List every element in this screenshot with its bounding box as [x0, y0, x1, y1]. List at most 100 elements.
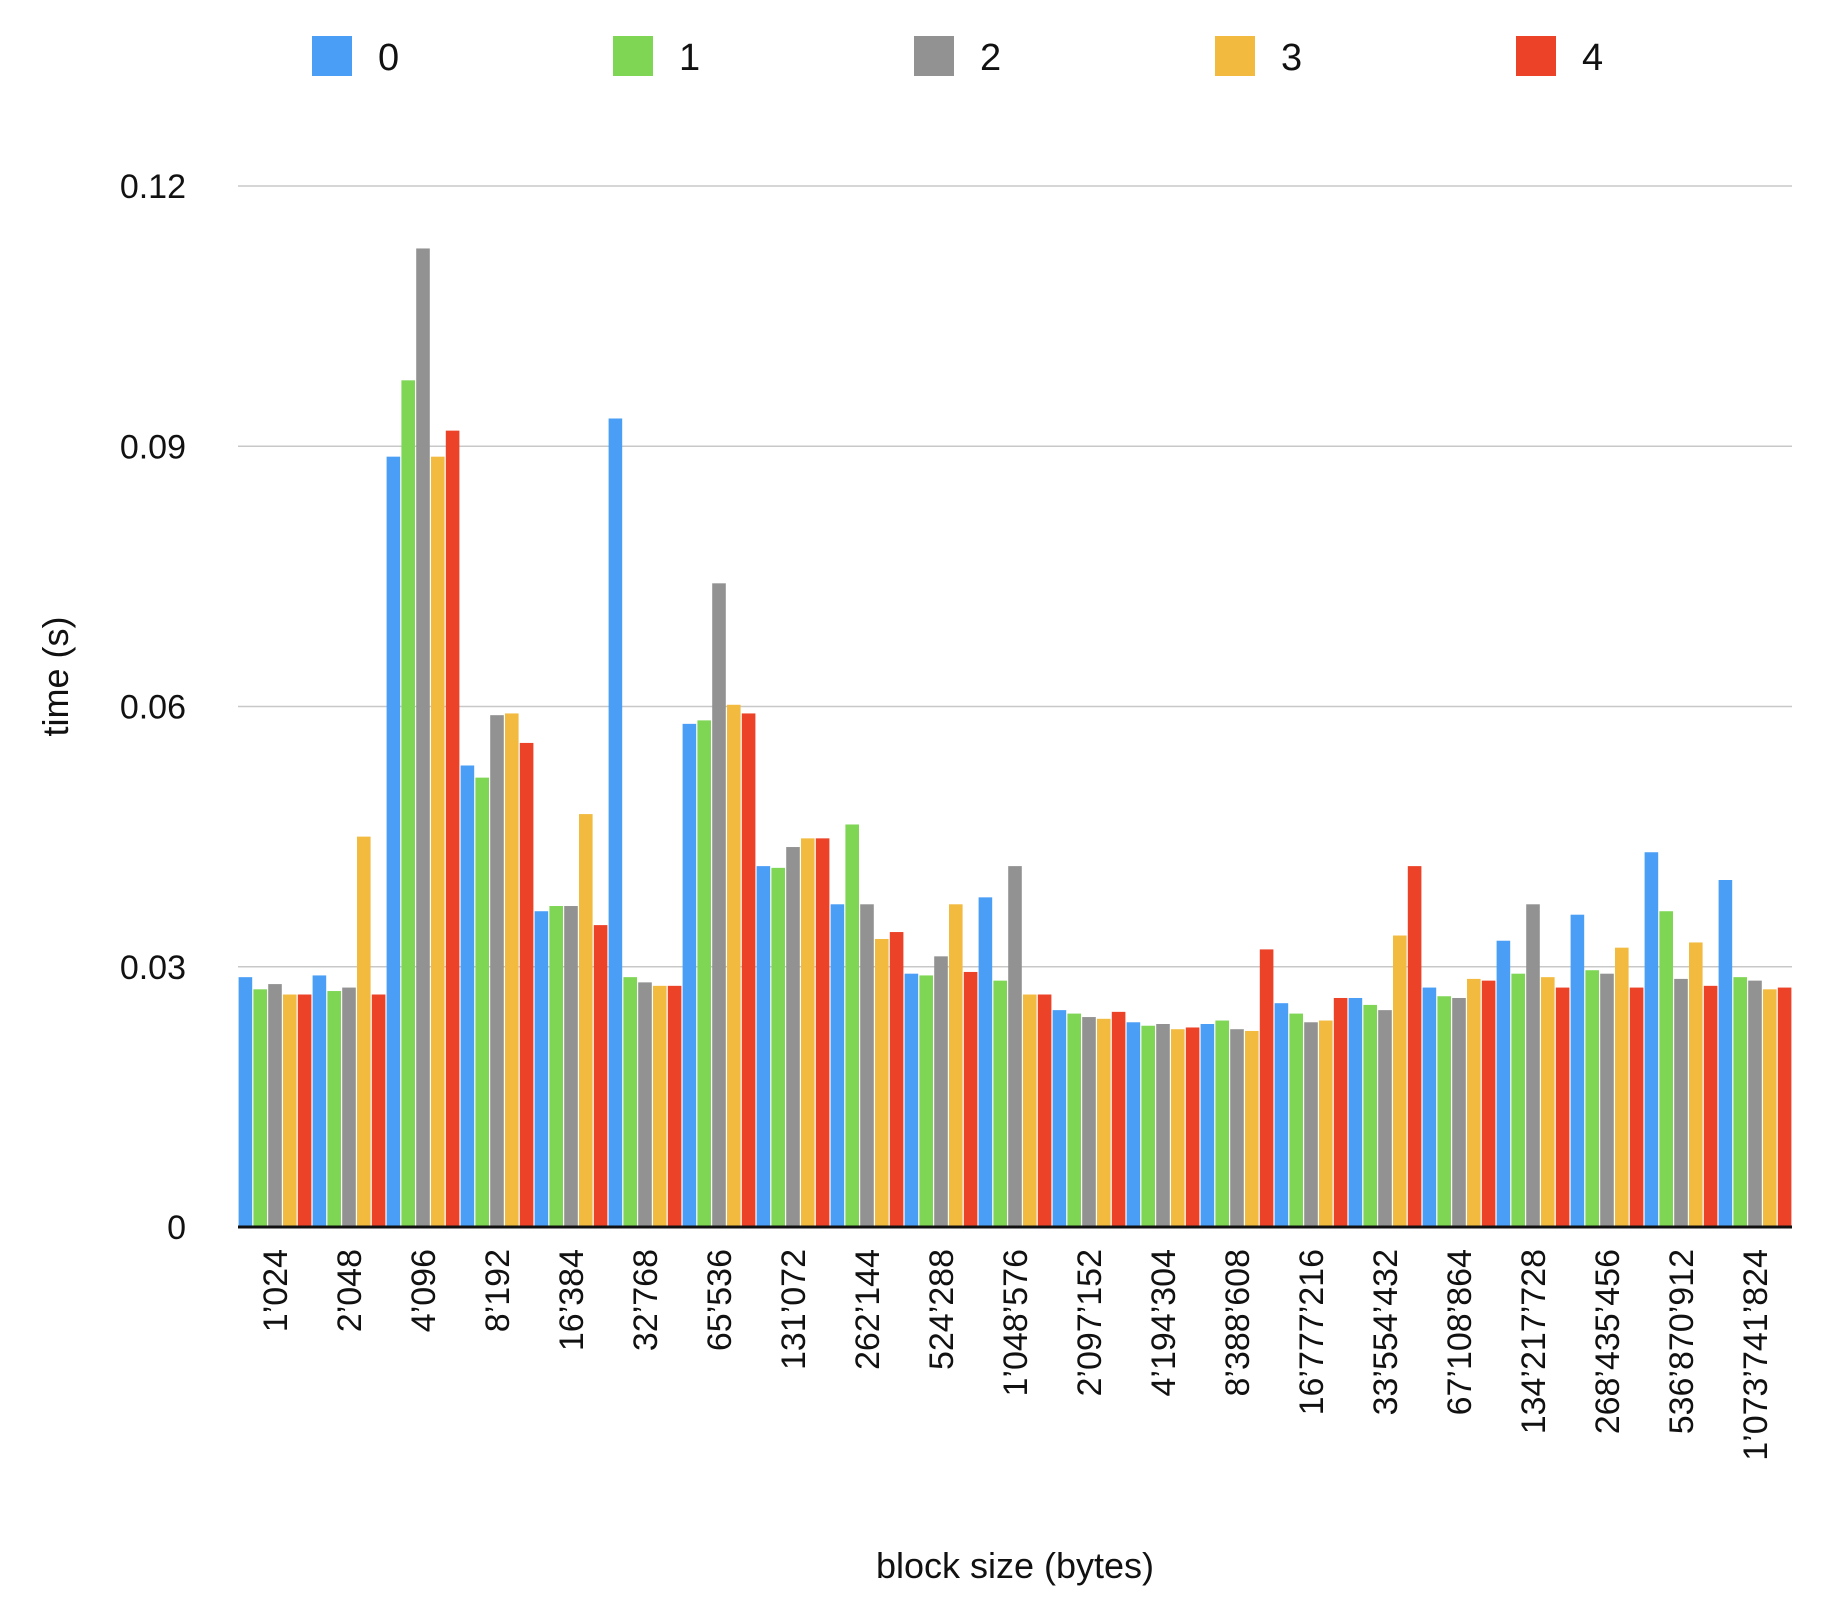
x-tick-label: 131’072 [775, 1249, 813, 1370]
bar [327, 991, 341, 1227]
bar [608, 418, 623, 1227]
bar [445, 430, 460, 1227]
bar [815, 838, 830, 1227]
bar [949, 904, 963, 1227]
legend-swatch [312, 36, 352, 76]
bar [1481, 980, 1496, 1227]
x-tick-label: 16’777’216 [1293, 1249, 1331, 1415]
x-tick-label: 2’097’152 [1071, 1249, 1109, 1396]
bar [1215, 1020, 1229, 1227]
bar [579, 814, 593, 1227]
bar [416, 248, 430, 1227]
bar [623, 977, 637, 1227]
bar [1585, 970, 1599, 1227]
x-tick-label: 16’384 [553, 1249, 591, 1351]
bar [830, 904, 845, 1227]
bar-group [1644, 852, 1718, 1227]
bar [1422, 987, 1437, 1227]
legend-swatch [613, 36, 653, 76]
y-tick-label: 0.03 [120, 949, 186, 987]
bar-group [1570, 914, 1644, 1227]
bar [1304, 1022, 1318, 1227]
bar [357, 836, 371, 1227]
bar [889, 932, 904, 1227]
bar [1689, 942, 1703, 1227]
bar-group [756, 838, 830, 1227]
legend-swatch [1516, 36, 1556, 76]
bar [727, 704, 741, 1227]
x-tick-label: 4’194’304 [1145, 1249, 1183, 1396]
bar [490, 715, 504, 1227]
bar [963, 971, 978, 1227]
bar [934, 956, 948, 1227]
x-tick-label: 262’144 [849, 1249, 887, 1370]
bar [1023, 994, 1037, 1227]
bar [1733, 977, 1747, 1227]
legend-swatch [1215, 36, 1255, 76]
y-tick-label: 0 [167, 1209, 186, 1247]
x-axis-ticks: 1’024 2’048 4’096 8’192 16’384 32’768 65’536 13… [257, 1249, 1775, 1461]
bar-group [1052, 1010, 1126, 1227]
bar [268, 984, 282, 1227]
bar [904, 973, 919, 1227]
bar [1333, 997, 1348, 1227]
bar [845, 824, 859, 1227]
bar [1052, 1010, 1067, 1227]
bar [1111, 1011, 1126, 1227]
bar [1659, 911, 1673, 1227]
bar [1555, 987, 1570, 1227]
bar-group [534, 814, 608, 1227]
bar [712, 583, 726, 1227]
bar [741, 713, 756, 1227]
bar [460, 765, 475, 1227]
bar-group [312, 836, 386, 1227]
legend-label: 4 [1582, 37, 1603, 79]
x-tick-label: 33’554’432 [1367, 1249, 1405, 1415]
bar [1541, 977, 1555, 1227]
bar [1185, 1027, 1200, 1227]
bar [860, 904, 874, 1227]
bar [1008, 866, 1022, 1227]
bar [312, 975, 327, 1227]
bar-group [682, 583, 756, 1227]
bars [238, 248, 1792, 1227]
bar [1511, 973, 1525, 1227]
bar [1777, 987, 1792, 1227]
bar [283, 994, 297, 1227]
bar [1097, 1018, 1111, 1227]
bar-group [978, 866, 1052, 1227]
bar [756, 866, 771, 1227]
legend-label: 2 [980, 37, 1001, 79]
bar [1615, 947, 1629, 1227]
bar [1378, 1010, 1392, 1227]
bar [771, 867, 785, 1227]
x-tick-label: 268’435’456 [1589, 1249, 1627, 1434]
x-axis-title: block size (bytes) [876, 1545, 1154, 1586]
y-axis-ticks: 0 0.03 0.06 0.09 0.12 [120, 168, 186, 1247]
bar [1496, 940, 1511, 1227]
bar [1644, 852, 1659, 1227]
bar-group [1126, 1022, 1200, 1227]
bar-group [1422, 978, 1496, 1227]
bar [1348, 997, 1363, 1227]
bar [667, 985, 682, 1227]
bar [1319, 1020, 1333, 1227]
bar [431, 456, 445, 1227]
x-tick-label: 1’073’741’824 [1737, 1249, 1775, 1461]
bar [1629, 987, 1644, 1227]
bar [505, 713, 519, 1227]
y-axis-title: time (s) [35, 617, 76, 737]
bar [1363, 1004, 1377, 1227]
bar [297, 994, 312, 1227]
bar-group [608, 418, 682, 1227]
bar [475, 777, 489, 1227]
bar [1748, 980, 1762, 1227]
bar [371, 994, 386, 1227]
bar [1245, 1030, 1259, 1227]
bar [1259, 949, 1274, 1227]
bar [1526, 904, 1540, 1227]
bar [978, 897, 993, 1227]
bar-group [460, 713, 534, 1227]
legend-label: 1 [679, 37, 700, 79]
bar [534, 911, 549, 1227]
